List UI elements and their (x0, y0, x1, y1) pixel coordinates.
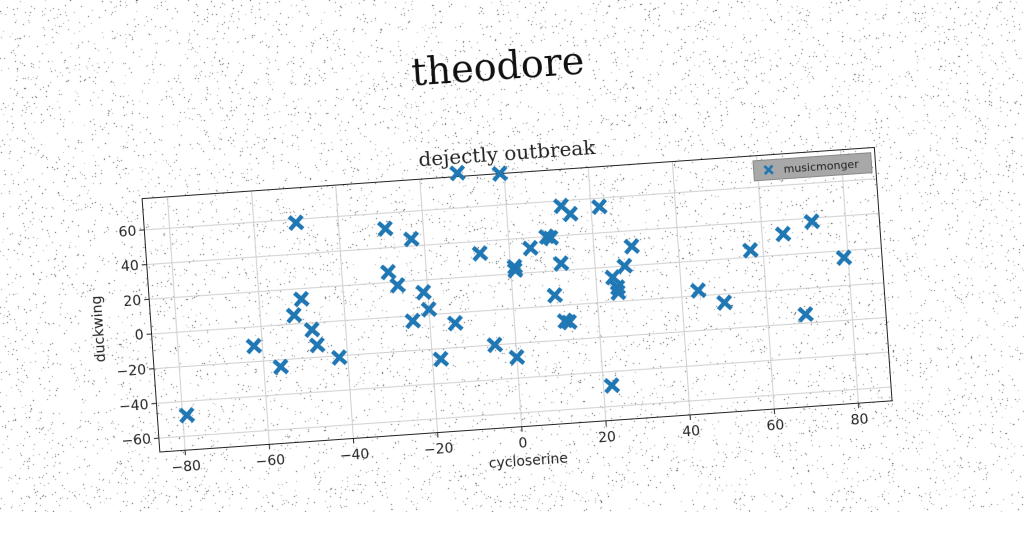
x-gridline (504, 173, 522, 426)
x-gridline (252, 191, 270, 444)
data-point (562, 205, 579, 222)
data-point (404, 312, 421, 329)
data-point (380, 264, 397, 281)
y-tick-label: 40 (120, 258, 139, 275)
x-tick-label: 20 (598, 429, 617, 446)
data-point (471, 245, 488, 262)
chart-title: dejectly outbreak (418, 135, 597, 171)
x-tick-label: 40 (682, 423, 701, 440)
y-axis-label: duckwing (89, 295, 110, 363)
data-point (522, 240, 539, 257)
y-gridline (144, 179, 876, 230)
data-point (415, 284, 432, 301)
data-point (178, 407, 195, 424)
y-gridline (147, 213, 879, 264)
grid (142, 147, 892, 452)
x-gridline (336, 185, 354, 438)
y-gridline (149, 248, 881, 299)
data-point (432, 351, 449, 368)
data-point (835, 249, 852, 266)
x-tick-label: −80 (171, 458, 202, 476)
x-gridline (672, 162, 690, 415)
data-point (447, 315, 464, 332)
y-gridline (152, 283, 884, 334)
data-point (742, 242, 759, 259)
x-axis-label: cycloserine (488, 451, 568, 472)
x-tick-label: 80 (850, 412, 869, 429)
data-point (245, 337, 262, 354)
data-point (797, 306, 814, 323)
data-point (286, 307, 303, 324)
x-tick-label: −60 (255, 452, 286, 470)
y-tick-label: −60 (121, 432, 152, 450)
data-point (775, 225, 792, 242)
data-point (272, 358, 289, 375)
y-tick-label: 60 (118, 223, 137, 240)
x-tick-label: −40 (339, 446, 370, 464)
data-point (293, 291, 310, 308)
data-point (389, 277, 406, 294)
x-tick-label: 60 (766, 417, 785, 434)
data-point (690, 282, 707, 299)
data-point (403, 231, 420, 248)
data-point (331, 349, 348, 366)
data-point (288, 214, 305, 231)
data-point (716, 294, 733, 311)
y-tick-label: −40 (118, 397, 149, 415)
y-tick-label: 0 (134, 328, 144, 345)
data-point (603, 377, 620, 394)
data-point (303, 321, 320, 338)
legend: musicmonger (753, 153, 872, 181)
data-point (377, 220, 394, 237)
x-gridline (757, 156, 775, 409)
y-tick-label: −20 (116, 362, 147, 380)
x-tick-label: 0 (518, 435, 528, 452)
x-gridline (841, 150, 859, 403)
data-point (803, 213, 820, 230)
data-point (546, 287, 563, 304)
data-point (591, 198, 608, 215)
data-point (623, 238, 640, 255)
plot-frame (142, 147, 892, 452)
y-tick-label: 20 (123, 293, 142, 310)
data-point (553, 255, 570, 272)
data-point (309, 337, 326, 354)
x-tick-label: −20 (423, 441, 454, 459)
